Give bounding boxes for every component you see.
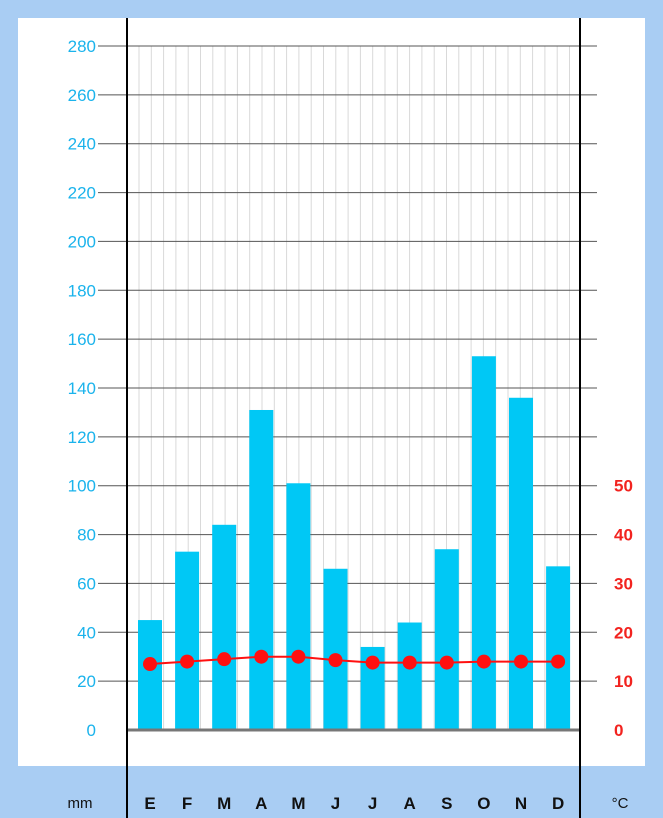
right-axis-unit: °C — [612, 795, 629, 812]
left-tick-label: 180 — [68, 281, 96, 300]
month-label: M — [217, 794, 231, 813]
left-tick-label: 20 — [77, 672, 96, 691]
right-tick-label: 0 — [614, 721, 623, 740]
left-tick-label: 160 — [68, 330, 96, 349]
temperature-point — [328, 653, 343, 668]
temperature-point — [217, 652, 232, 667]
temperature-point — [514, 654, 528, 669]
precipitation-bar — [175, 551, 200, 730]
temperature-point — [291, 649, 306, 664]
precipitation-bar — [434, 549, 459, 730]
left-tick-label: 40 — [77, 623, 96, 642]
right-tick-label: 50 — [614, 477, 633, 496]
right-axis-ticks: 0 10 20 30 40 50 — [614, 477, 633, 740]
precipitation-bar — [212, 524, 237, 730]
left-tick-label: 80 — [77, 526, 96, 545]
month-label: A — [255, 794, 267, 813]
temperature-point — [551, 654, 566, 669]
month-label: N — [515, 794, 527, 813]
precipitation-bar — [397, 622, 422, 730]
precipitation-bar — [249, 409, 274, 730]
temperature-point — [143, 657, 157, 672]
temperature-series — [143, 649, 566, 672]
month-label: A — [404, 794, 416, 813]
left-axis-unit: mm — [68, 795, 93, 812]
month-label: O — [477, 794, 490, 813]
temperature-point — [365, 655, 380, 670]
temperature-point — [439, 655, 454, 670]
precipitation-bar — [471, 356, 496, 730]
left-tick-label: 140 — [68, 379, 96, 398]
left-tick-label: 240 — [68, 135, 96, 154]
right-tick-label: 20 — [614, 623, 633, 642]
left-tick-label: 280 — [68, 37, 96, 56]
month-label: S — [441, 794, 452, 813]
left-axis-ticks: 0 20 40 60 80 100 120 140 160 180 200 220 240 260 280 — [68, 37, 96, 740]
month-label: J — [368, 794, 377, 813]
precipitation-bar — [138, 620, 162, 730]
temperature-point — [402, 655, 417, 670]
left-tick-label: 100 — [68, 477, 96, 496]
temperature-point — [476, 654, 491, 669]
month-label: F — [182, 794, 192, 813]
precipitation-bar — [546, 566, 571, 730]
month-label: D — [552, 794, 564, 813]
left-tick-label: 260 — [68, 86, 96, 105]
month-label: M — [291, 794, 305, 813]
temperature-point — [180, 654, 195, 669]
month-label: E — [144, 794, 155, 813]
precipitation-bar — [323, 568, 348, 730]
left-tick-label: 200 — [68, 232, 96, 251]
right-tick-label: 10 — [614, 672, 633, 691]
precipitation-bar — [509, 397, 533, 730]
right-tick-label: 30 — [614, 574, 633, 593]
precipitation-bar — [286, 483, 311, 730]
bar-series — [138, 356, 571, 730]
left-tick-label: 120 — [68, 428, 96, 447]
right-tick-label: 40 — [614, 526, 633, 545]
left-tick-label: 0 — [87, 721, 96, 740]
month-label: J — [331, 794, 340, 813]
left-tick-label: 220 — [68, 184, 96, 203]
left-tick-label: 60 — [77, 574, 96, 593]
temperature-point — [254, 649, 269, 664]
